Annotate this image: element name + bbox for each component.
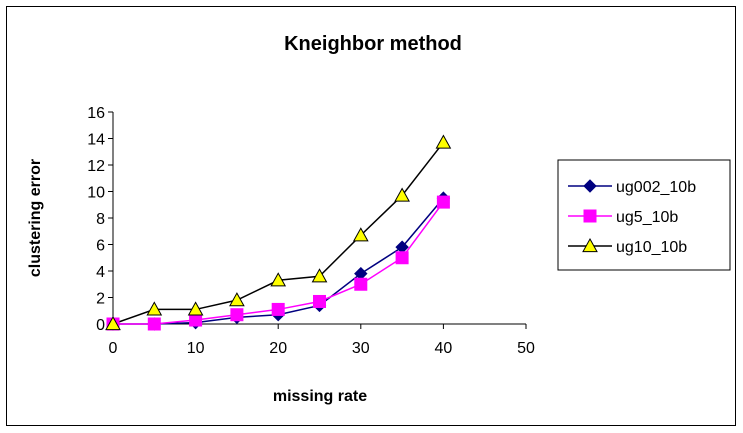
y-tick-label: 2: [96, 291, 105, 308]
data-point-ug5_10b: [395, 251, 409, 265]
data-point-ug5_10b: [436, 195, 450, 209]
legend-marker: [582, 237, 598, 253]
y-tick-label: 16: [87, 105, 105, 122]
x-tick-label: 10: [187, 340, 205, 357]
legend-marker: [583, 179, 597, 193]
y-axis-label: clustering error: [27, 159, 44, 277]
y-tick-label: 6: [96, 238, 105, 255]
data-point-ug10_10b: [187, 301, 204, 316]
x-tick-label: 20: [269, 340, 287, 357]
x-axis-label: missing rate: [273, 388, 367, 405]
data-point-ug10_10b: [229, 292, 245, 307]
chart-title: Kneighbor method: [284, 33, 462, 55]
x-tick-label: 30: [352, 340, 370, 357]
legend-label: ug5_10b: [616, 209, 678, 226]
data-point-ug10_10b: [105, 315, 121, 331]
chart-frame: [6, 6, 736, 426]
legend-label: ug10_10b: [616, 239, 687, 256]
y-tick-label: 8: [96, 211, 105, 228]
legend-label: ug002_10b: [616, 179, 696, 196]
data-point-ug10_10b: [311, 268, 328, 283]
data-point-ug5_10b: [230, 308, 244, 322]
data-point-ug10_10b: [146, 301, 163, 316]
data-point-ug10_10b: [352, 227, 369, 242]
data-point-ug5_10b: [271, 302, 285, 316]
data-point-ug5_10b: [354, 277, 368, 291]
data-point-ug10_10b: [270, 272, 287, 287]
x-tick-label: 0: [109, 340, 118, 357]
x-tick-label: 40: [435, 340, 453, 357]
y-tick-label: 0: [96, 317, 105, 334]
data-point-ug5_10b: [147, 317, 161, 331]
data-point-ug10_10b: [435, 134, 452, 149]
y-tick-label: 10: [87, 185, 105, 202]
data-point-ug5_10b: [313, 294, 326, 308]
legend-marker: [583, 209, 597, 223]
series-line-ug10_10b: [112, 142, 444, 325]
plot-area: 0 2 4 6 8 10 12 14 16 0 10 20 30 40 50: [87, 105, 535, 357]
y-tick-label: 12: [87, 158, 105, 175]
legend: ug002_10b ug5_10b ug10_10b: [557, 159, 731, 271]
x-tick-label: 50: [517, 340, 535, 357]
y-tick-label: 4: [96, 264, 105, 281]
y-tick-label: 14: [87, 132, 105, 149]
data-point-ug10_10b: [394, 187, 410, 202]
data-point-ug5_10b: [189, 313, 203, 327]
